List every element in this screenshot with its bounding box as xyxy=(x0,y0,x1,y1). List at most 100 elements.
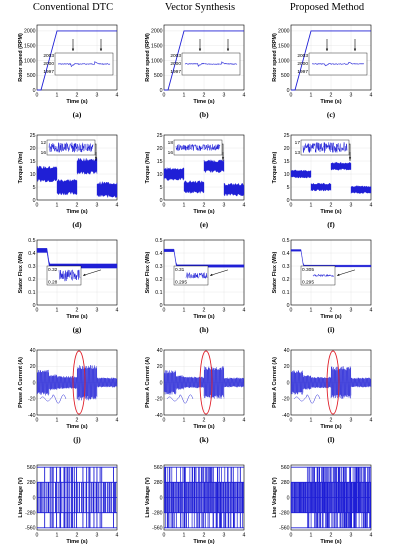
panel-label: (e) xyxy=(200,220,209,229)
x-tick-label: 0 xyxy=(290,203,293,209)
panel-e: 0 1 2 3 4 0 5 10 15 20 25 Time (s) Torque (Nm) (e) 18 1… xyxy=(145,133,246,229)
axes-box xyxy=(290,134,372,201)
y-tick-label: 0.5 xyxy=(28,238,35,244)
panel-label: (k) xyxy=(199,435,209,444)
y-tick-label: 560 xyxy=(281,465,290,471)
inset-tick: 2003 xyxy=(43,53,54,59)
torque-band xyxy=(290,169,312,179)
y-tick-label: 0 xyxy=(33,88,36,94)
inset-tick: 1997 xyxy=(297,69,308,75)
x-tick-label: 3 xyxy=(223,93,226,99)
x-axis-label: Time (s) xyxy=(320,314,341,320)
x-tick-label: 4 xyxy=(243,93,246,99)
y-tick-label: 2000 xyxy=(151,29,163,35)
x-tick-label: 2 xyxy=(203,418,206,424)
inset-flux-trace xyxy=(312,273,335,278)
x-tick-label: 2 xyxy=(330,203,333,209)
column-title-vector-synthesis: Vector Synthesis xyxy=(164,2,236,13)
inset-torque-trace xyxy=(175,143,221,152)
y-tick-label: 0.1 xyxy=(155,290,162,296)
x-axis-label: Time (s) xyxy=(193,99,214,105)
inset-tick: 2000 xyxy=(297,61,308,67)
panel-label: (d) xyxy=(72,220,82,229)
x-tick-label: 3 xyxy=(96,418,99,424)
y-tick-label: 1500 xyxy=(24,43,36,49)
x-axis-label: Time (s) xyxy=(193,424,214,430)
current-trace xyxy=(290,370,304,395)
arrow-head xyxy=(221,157,225,160)
torque-band xyxy=(330,162,352,171)
x-tick-label: 1 xyxy=(183,533,186,539)
y-tick-label: 10 xyxy=(284,172,290,178)
y-tick-label: 0.4 xyxy=(28,251,35,257)
y-tick-label: 560 xyxy=(27,465,36,471)
y-tick-label: 25 xyxy=(157,133,163,139)
y-axis-label: Torque (Nm) xyxy=(18,151,24,183)
y-axis-label: Rotor speed (RPM) xyxy=(145,33,151,82)
y-tick-label: 500 xyxy=(281,73,290,79)
torque-band xyxy=(36,165,58,183)
arrow-head xyxy=(210,273,213,276)
inset-current-trace xyxy=(39,394,67,404)
arrow-head xyxy=(71,48,75,51)
arrow-head xyxy=(226,48,230,51)
inset-tick: 2003 xyxy=(170,53,181,59)
y-tick-label: 25 xyxy=(284,133,290,139)
x-tick-label: 4 xyxy=(116,533,119,539)
torque-band xyxy=(223,183,245,197)
y-tick-label: 0.1 xyxy=(282,290,289,296)
x-tick-label: 3 xyxy=(96,533,99,539)
x-tick-label: 1 xyxy=(183,203,186,209)
y-tick-label: 1000 xyxy=(24,58,36,64)
y-axis-label: Torque (Nm) xyxy=(272,151,278,183)
inset-tick: 2000 xyxy=(170,61,181,67)
x-axis-label: Time (s) xyxy=(320,209,341,215)
panel-a: 0 1 2 3 4 0 500 1000 1500 2000 Time (s) Rotor speed… xyxy=(18,24,119,119)
y-tick-label: -280 xyxy=(152,510,162,516)
y-tick-label: 0 xyxy=(287,495,290,501)
y-tick-label: 20 xyxy=(30,364,36,370)
x-tick-label: 0 xyxy=(290,533,293,539)
y-axis-label: Stator Flux (Wb) xyxy=(272,251,278,293)
y-tick-label: 0 xyxy=(33,380,36,386)
x-tick-label: 1 xyxy=(310,93,313,99)
y-tick-label: -40 xyxy=(155,413,163,419)
y-tick-label: 10 xyxy=(30,172,36,178)
x-axis-label: Time (s) xyxy=(66,539,87,545)
torque-band xyxy=(350,185,372,194)
x-tick-label: 3 xyxy=(350,418,353,424)
panel-m: 0 1 2 3 4 -560 -280 0 280 560 Time (s) Line Voltage… xyxy=(18,464,119,545)
x-tick-label: 3 xyxy=(223,418,226,424)
panel-label: (l) xyxy=(327,435,335,444)
x-tick-label: 1 xyxy=(183,93,186,99)
x-tick-label: 2 xyxy=(330,308,333,314)
panel-j: 0 1 2 3 4 -40 -20 0 20 40 Time (s) Phase A Current … xyxy=(18,348,119,444)
x-tick-label: 4 xyxy=(243,203,246,209)
x-tick-label: 1 xyxy=(56,418,59,424)
x-tick-label: 3 xyxy=(223,308,226,314)
current-trace xyxy=(76,365,98,401)
panel-label: (g) xyxy=(73,325,82,334)
y-tick-label: 500 xyxy=(154,73,163,79)
y-tick-label: -20 xyxy=(155,397,163,403)
panel-c: 0 1 2 3 4 0 500 1000 1500 2000 Time (s) Rotor speed… xyxy=(272,24,373,119)
x-tick-label: 0 xyxy=(163,93,166,99)
panel-h: 0 1 2 3 4 0 0.1 0.2 0.3 0.4 0.5 Time (s) Stator Flux… xyxy=(145,238,246,334)
y-tick-label: 20 xyxy=(157,146,163,152)
x-tick-label: 0 xyxy=(36,418,39,424)
panel-f: 0 1 2 3 4 0 5 10 15 20 25 Time (s) Torque (Nm) (f) 17 1… xyxy=(272,133,373,229)
y-tick-label: 0 xyxy=(160,495,163,501)
panel-label: (h) xyxy=(199,325,209,334)
inset-tick: 0.31 xyxy=(175,267,185,273)
current-trace xyxy=(350,377,372,388)
current-trace xyxy=(223,377,245,388)
y-tick-label: 0.5 xyxy=(282,238,289,244)
panel-label: (i) xyxy=(327,325,335,334)
torque-band xyxy=(163,167,185,181)
y-tick-label: 5 xyxy=(160,185,163,191)
x-tick-label: 2 xyxy=(76,203,79,209)
y-axis-label: Stator Flux (Wb) xyxy=(18,251,24,293)
axes-box xyxy=(163,24,245,91)
y-tick-label: -20 xyxy=(282,397,290,403)
